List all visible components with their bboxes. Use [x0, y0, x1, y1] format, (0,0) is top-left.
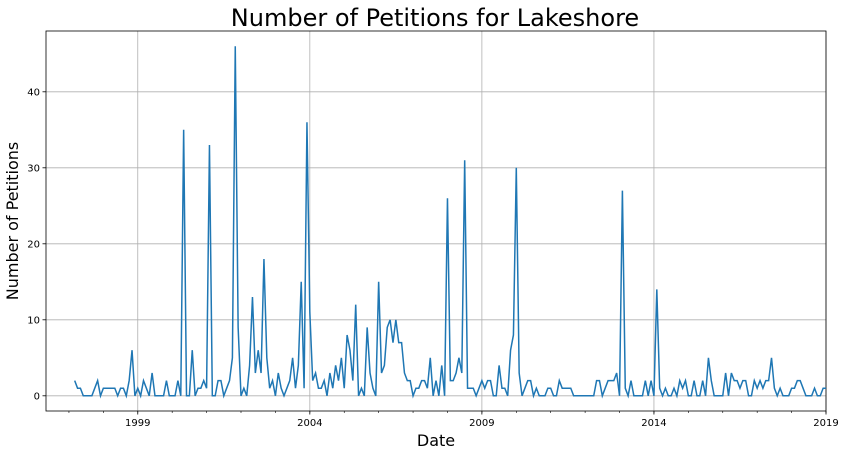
y-axis-label: Number of Petitions [3, 142, 22, 301]
x-tick-label: 2009 [469, 418, 494, 429]
y-tick-label: 0 [34, 391, 40, 402]
x-tick-label: 2019 [813, 418, 838, 429]
plot-area [45, 30, 827, 412]
series-line-petitions [73, 46, 826, 399]
x-axis-ticks: 1999 2004 2009 2014 2019 [125, 411, 839, 429]
x-tick-label: 2004 [297, 418, 322, 429]
x-axis-label: Date [417, 431, 455, 450]
y-tick-label: 20 [27, 239, 40, 250]
x-tick-label: 2014 [641, 418, 666, 429]
grid [46, 31, 827, 411]
y-axis-ticks: 0 10 20 30 40 [27, 87, 46, 402]
x-tick-label: 1999 [125, 418, 150, 429]
chart-title: Number of Petitions for Lakeshore [231, 4, 639, 32]
y-tick-label: 10 [27, 315, 40, 326]
y-tick-label: 40 [27, 87, 40, 98]
y-tick-label: 30 [27, 163, 40, 174]
